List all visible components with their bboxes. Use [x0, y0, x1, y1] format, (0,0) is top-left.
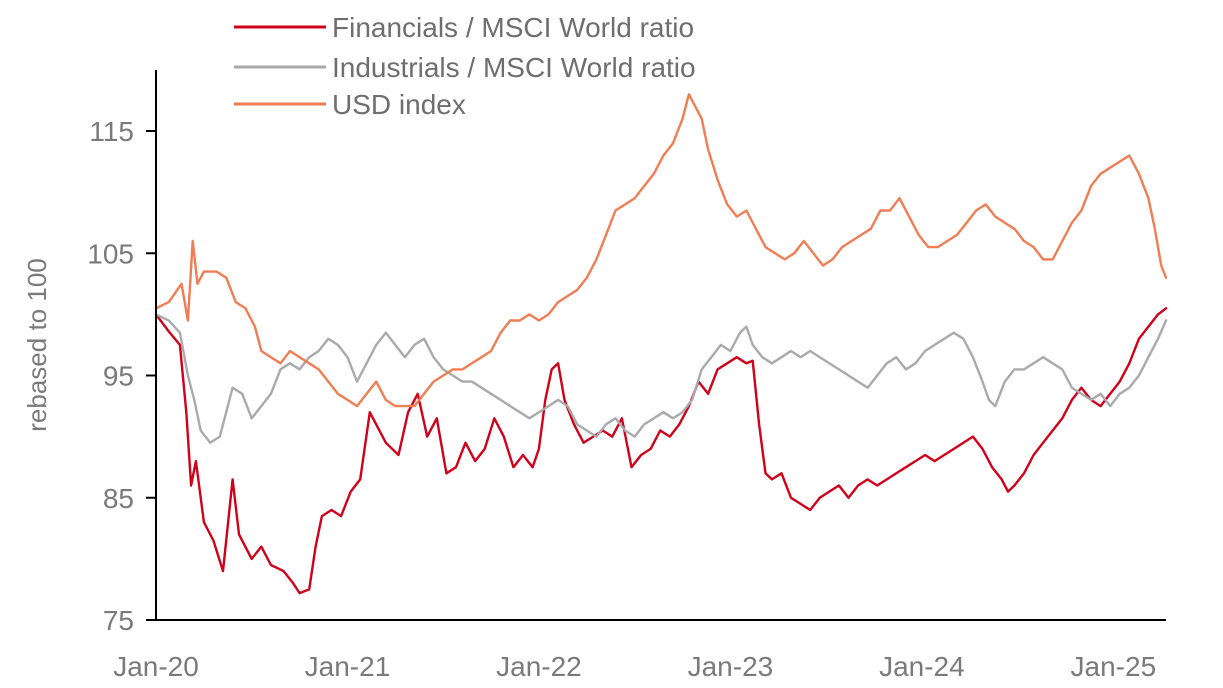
series-line-2 — [154, 313, 1168, 444]
y-tick-label: 115 — [89, 116, 134, 147]
x-tick-label: Jan-21 — [305, 651, 391, 682]
y-tick-label: 95 — [103, 361, 134, 392]
series-layer — [154, 93, 1168, 595]
y-tick-label: 85 — [103, 483, 134, 514]
x-tick-label: Jan-22 — [496, 651, 582, 682]
y-tick-label: 75 — [103, 605, 134, 636]
x-axis-ticks: Jan-20 Jan-21 Jan-22 Jan-23 Jan-24 Jan-25 — [113, 651, 1156, 682]
x-tick-label: Jan-23 — [688, 651, 774, 682]
x-tick-label: Jan-24 — [879, 651, 965, 682]
x-tick-label: Jan-20 — [113, 651, 199, 682]
y-axis-title: rebased to 100 — [22, 258, 52, 431]
series-line-1 — [154, 307, 1168, 595]
y-axis-ticks: 75 85 95 105 115 — [87, 116, 156, 636]
series-line-3 — [154, 93, 1168, 408]
legend-label: Financials / MSCI World ratio — [332, 12, 694, 43]
y-axis-title-group: rebased to 100 — [22, 258, 52, 431]
legend-label: USD index — [332, 89, 466, 120]
legend-label: Industrials / MSCI World ratio — [332, 52, 696, 83]
x-tick-label: Jan-25 — [1071, 651, 1157, 682]
y-tick-label: 105 — [87, 238, 134, 269]
chart-legend: Financials / MSCI World ratio Industrials… — [234, 12, 696, 120]
